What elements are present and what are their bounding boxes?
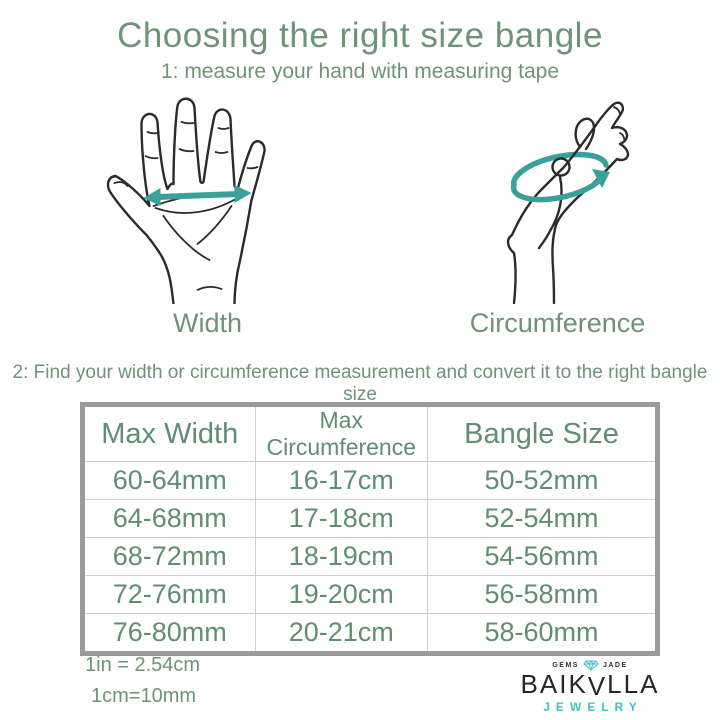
table-cell: 50-52mm bbox=[427, 461, 658, 500]
logo-tagline: GEMS JADE bbox=[510, 660, 670, 671]
width-label: Width bbox=[172, 308, 243, 338]
table-cell: 68-72mm bbox=[82, 537, 256, 576]
logo-stylized-a: Λ bbox=[587, 671, 608, 702]
table-cell: 19-20cm bbox=[254, 575, 428, 614]
table-cell: 18-19cm bbox=[254, 537, 428, 576]
header-max-circumference: Max Circumference bbox=[254, 404, 428, 462]
table-cell: 60-64mm bbox=[82, 461, 256, 500]
table-cell: 54-56mm bbox=[427, 537, 658, 576]
page-title: Choosing the right size bangle bbox=[117, 16, 603, 55]
table-cell: 17-18cm bbox=[254, 499, 428, 538]
logo-wordmark-pre: BAIK bbox=[520, 669, 588, 699]
circumference-hand-figure bbox=[462, 92, 682, 305]
table-row: 72-76mm 19-20cm 56-58mm bbox=[82, 575, 658, 614]
brand-logo: GEMS JADE BAIKΛLLA JEWELRY bbox=[510, 660, 670, 714]
size-table-body: 60-64mm 16-17cm 50-52mm 64-68mm 17-18cm 52-54… bbox=[82, 461, 658, 654]
step2-instruction: 2: Find your width or circumference meas… bbox=[12, 362, 708, 405]
step1-instruction: 1: measure your hand with measuring tape bbox=[160, 60, 560, 83]
logo-wordmark-post: LLA bbox=[607, 669, 660, 699]
table-cell: 76-80mm bbox=[82, 613, 256, 654]
logo-gems-label: GEMS bbox=[552, 662, 579, 669]
header-max-width: Max Width bbox=[82, 404, 256, 462]
table-cell: 52-54mm bbox=[427, 499, 658, 538]
conversion-notes: 1in = 2.54cm 1cm=10mm bbox=[85, 650, 200, 712]
size-conversion-table: Max Width Max Circumference Bangle Size … bbox=[80, 402, 660, 656]
table-cell: 64-68mm bbox=[82, 499, 256, 538]
table-row: 76-80mm 20-21cm 58-60mm bbox=[82, 613, 658, 654]
circumference-hand-illustration bbox=[506, 101, 630, 305]
table-cell: 72-76mm bbox=[82, 575, 256, 614]
table-cell: 16-17cm bbox=[254, 461, 428, 500]
header-bangle-size: Bangle Size bbox=[427, 404, 658, 462]
table-cell: 58-60mm bbox=[427, 613, 658, 654]
table-row: 60-64mm 16-17cm 50-52mm bbox=[82, 461, 658, 500]
table-cell: 56-58mm bbox=[427, 575, 658, 614]
diamond-icon bbox=[583, 660, 599, 671]
width-hand-illustration bbox=[106, 97, 266, 306]
table-row: 68-72mm 18-19cm 54-56mm bbox=[82, 537, 658, 576]
width-measure-arrow-icon bbox=[143, 185, 252, 206]
logo-wordmark: BAIKΛLLA bbox=[510, 669, 670, 702]
table-cell: 20-21cm bbox=[254, 613, 428, 654]
logo-jade-label: JADE bbox=[602, 662, 628, 669]
table-header-row: Max Width Max Circumference Bangle Size bbox=[82, 404, 658, 462]
size-table-wrap: Max Width Max Circumference Bangle Size … bbox=[80, 402, 660, 656]
logo-jewelry-label: JEWELRY bbox=[543, 700, 643, 714]
width-hand-figure bbox=[95, 94, 320, 306]
note-cm-mm: 1cm=10mm bbox=[91, 685, 197, 707]
circumference-label: Circumference bbox=[469, 308, 646, 338]
note-inch-cm: 1in = 2.54cm bbox=[85, 654, 201, 676]
table-row: 64-68mm 17-18cm 52-54mm bbox=[82, 499, 658, 538]
circumference-loop-icon bbox=[511, 151, 609, 188]
